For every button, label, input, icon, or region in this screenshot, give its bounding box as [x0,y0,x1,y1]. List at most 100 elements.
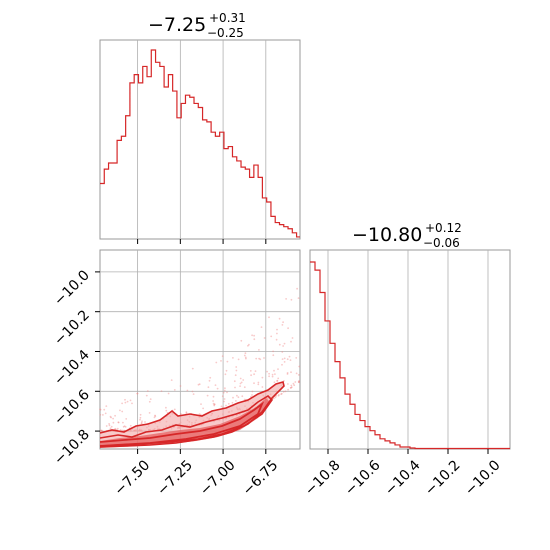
joint-y-tick-label: −10.2 [51,307,93,349]
joint-scatter-point [290,371,292,374]
joint-scatter-point [139,413,142,416]
joint-scatter-point [223,389,226,392]
joint-scatter-point [245,357,247,360]
joint-scatter-point [297,380,300,383]
joint-scatter-point [148,400,151,403]
joint-scatter-point [124,401,127,404]
joint-scatter-point [136,392,139,395]
joint-scatter-point [100,429,103,432]
joint-scatter-point [273,397,275,400]
joint-scatter-point [112,417,114,420]
joint-y-tick-label: −10.8 [51,427,93,469]
joint-scatter-point [286,372,289,374]
joint-scatter-point [288,355,291,358]
joint-scatter-point [257,381,260,384]
joint-scatter-point [173,389,176,391]
joint-scatter-point [281,363,283,366]
joint-scatter-point [237,396,240,399]
joint-scatter-point [108,424,111,427]
joint-scatter-point [251,394,253,396]
joint-scatter-point [268,375,270,378]
joint-scatter-point [200,403,202,405]
title-marginal-x-minus: −0.25 [207,26,244,40]
joint-scatter-point [293,384,296,387]
joint-scatter-point [248,343,250,346]
joint-scatter-point [100,429,103,432]
joint-scatter-point [227,402,230,405]
joint-scatter-point [272,350,274,353]
joint-scatter-point [170,379,173,381]
joint-scatter-point [148,412,151,414]
joint-scatter-point [213,403,216,406]
joint-scatter-point [243,398,246,401]
joint-scatter-point [283,342,286,345]
joint-scatter-point [289,359,292,361]
joint-scatter-point [104,412,107,415]
marginal-y-tick-label: −10.8 [302,457,344,499]
joint-scatter-point [105,425,108,427]
joint-scatter-point [221,355,224,357]
joint-scatter-point [235,369,238,372]
joint-scatter-point [114,414,116,417]
joint-scatter-point [125,418,128,420]
joint-panel: −7.50 −7.25 −7.00 −6.75 −10.8−10.6−10.4−10.2… [51,249,301,499]
joint-scatter-point [129,399,132,402]
joint-scatter-point [261,386,264,388]
joint-scatter-point [278,394,280,396]
joint-scatter-point [224,387,226,390]
joint-scatter-point [208,379,211,382]
joint-scatter-point [212,395,215,398]
joint-scatter-point [124,426,127,428]
joint-scatter-point [276,328,278,331]
joint-scatter-point [126,400,129,403]
joint-scatter-point [212,402,215,405]
joint-scatter-point [249,370,252,372]
joint-scatter-point [254,370,257,372]
joint-scatter-point [191,367,194,370]
joint-x-tick-label: −7.50 [112,457,154,499]
joint-scatter-point [144,421,146,423]
joint-scatter-point [278,343,281,346]
joint-scatter-point [280,392,283,395]
joint-scatter-point [239,385,242,387]
joint-scatter-point [297,374,300,376]
joint-scatter-point [240,381,243,384]
joint-scatter-point [110,425,113,428]
joint-scatter-point [275,338,278,341]
joint-scatter-point [277,368,279,370]
joint-scatter-point [281,358,284,360]
joint-y-tick-label: −10.6 [51,387,93,429]
joint-scatter-point [99,408,101,411]
joint-scatter-point [268,372,270,375]
joint-scatter-point [298,381,300,383]
title-marginal-x-value: −7.25 [148,14,206,36]
joint-scatter-point [251,390,254,393]
joint-contour-outer [99,381,285,448]
marginal-y-tick-label: −10.2 [422,457,464,499]
joint-scatter-point [214,384,217,386]
joint-scatter-point [225,404,227,407]
joint-scatter-point [281,351,284,353]
joint-scatter-point [213,404,216,407]
joint-scatter-point [272,354,275,357]
joint-scatter-point [149,398,152,400]
joint-scatter-point [266,370,268,373]
joint-scatter-point [295,372,298,375]
title-marginal-y-minus: −0.06 [423,236,460,250]
joint-scatter-point [186,389,189,392]
joint-scatter-point [244,356,247,359]
joint-scatter-point [258,349,260,351]
joint-scatter-point [270,335,273,338]
joint-scatter-point [258,357,260,360]
joint-scatter-point [213,403,216,406]
joint-scatter-point [232,396,234,399]
joint-scatter-point [103,408,106,411]
joint-scatter-point [280,393,282,395]
joint-scatter-point [167,392,170,395]
joint-scatter-point [223,398,226,400]
joint-scatter-point [185,412,188,414]
joint-scatter-point [121,402,123,405]
joint-scatter-point [124,398,126,401]
joint-scatter-point [287,388,289,391]
